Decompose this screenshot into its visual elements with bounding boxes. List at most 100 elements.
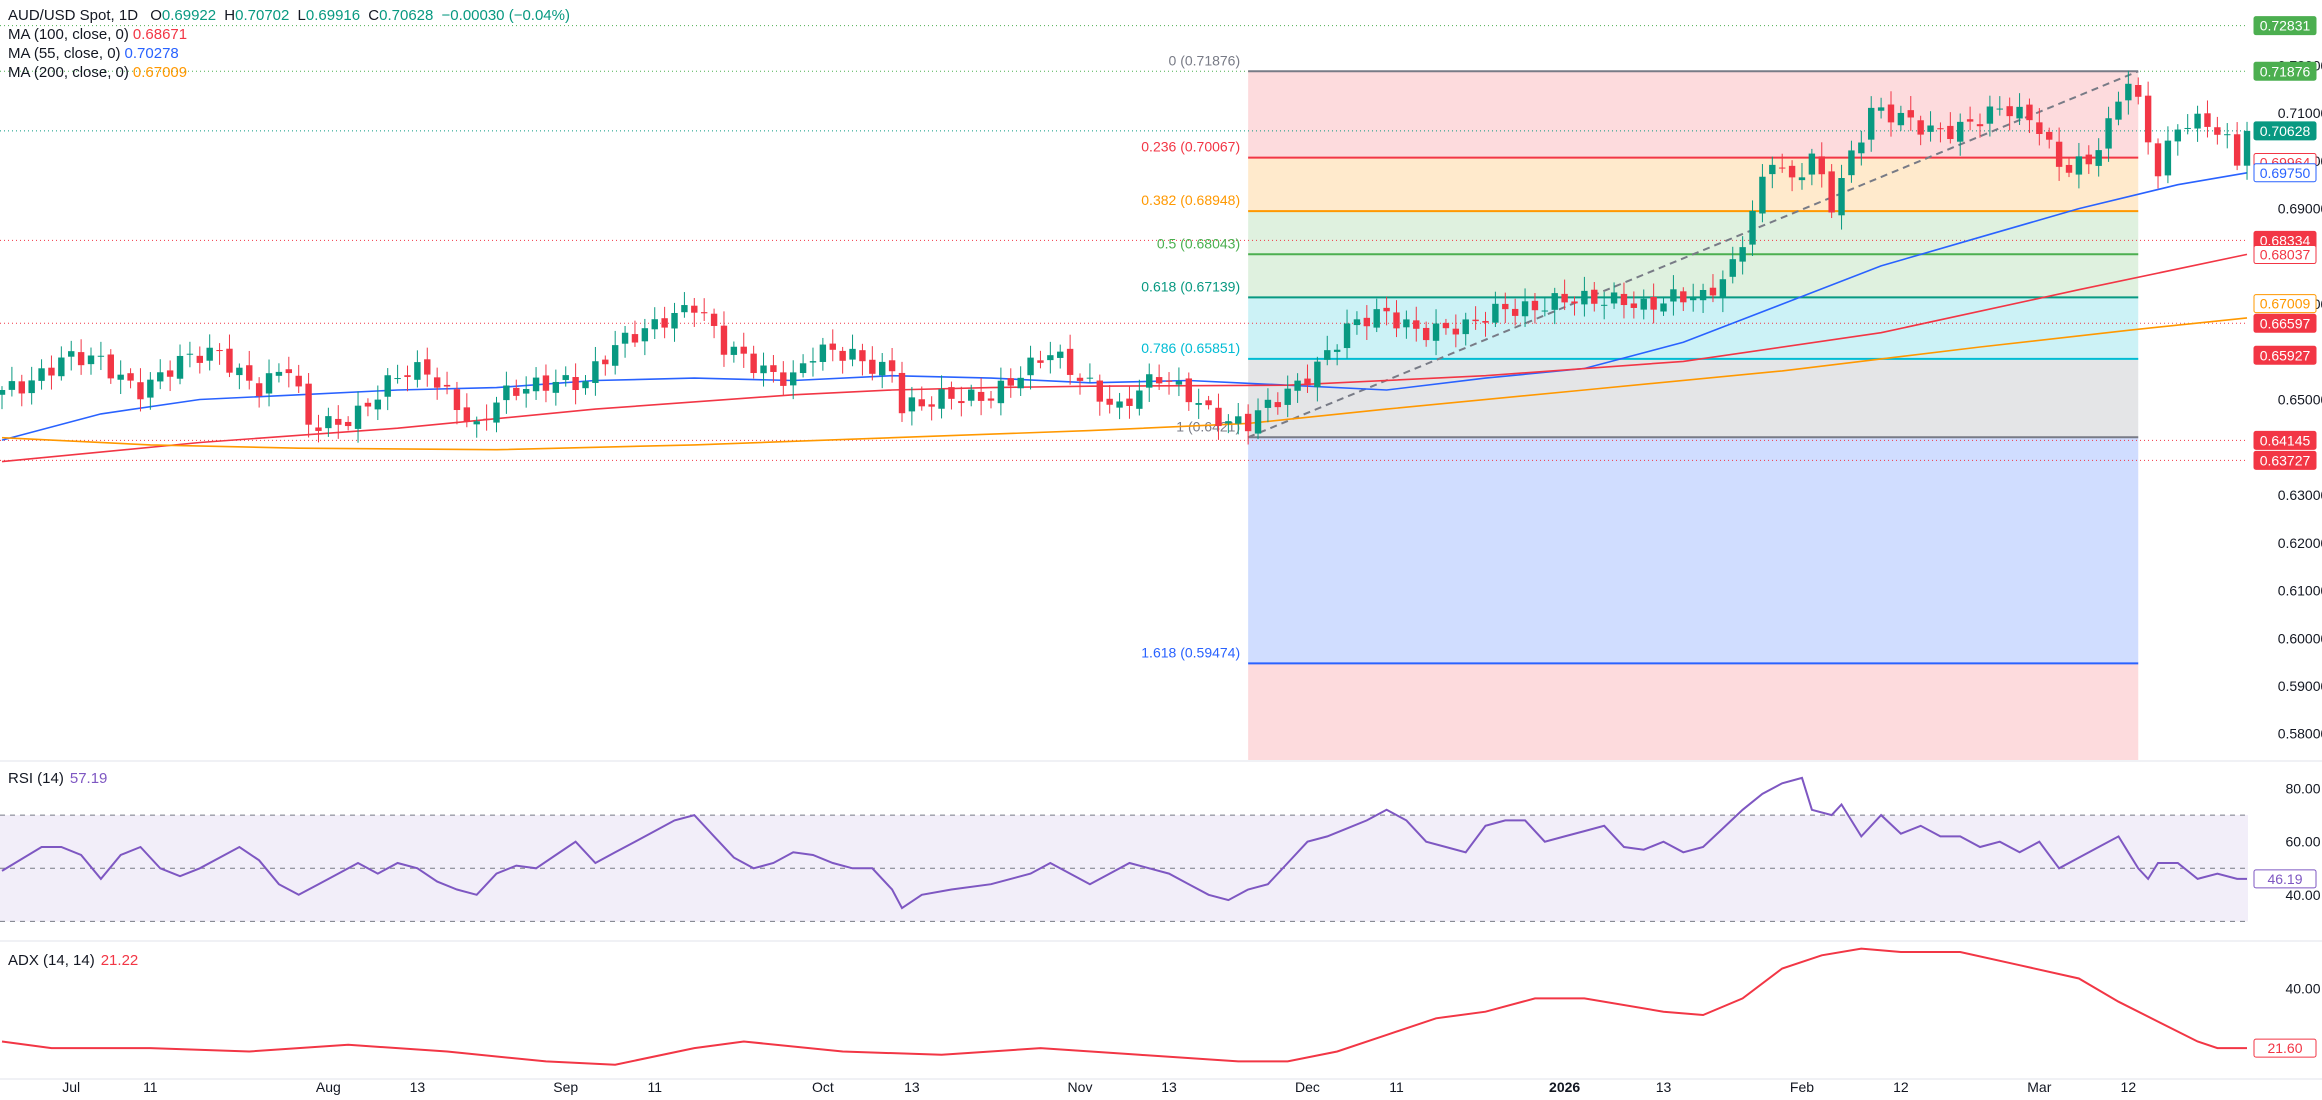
rsi-legend[interactable]: RSI (14) 57.19 <box>8 770 107 787</box>
candle <box>305 383 312 425</box>
time-tick-label: Oct <box>812 1079 834 1095</box>
candle <box>611 345 619 366</box>
candle <box>839 350 846 361</box>
candle <box>1877 107 1885 111</box>
candle <box>602 359 609 365</box>
candle <box>424 359 431 375</box>
candle <box>483 418 490 421</box>
adx-last-tag-label: 21.60 <box>2267 1040 2302 1056</box>
candle <box>2164 140 2172 176</box>
candle <box>2194 113 2201 129</box>
candle <box>958 401 965 404</box>
ma100-legend[interactable]: MA (100, close, 0) 0.68671 <box>8 25 570 44</box>
time-tick-label: Aug <box>316 1079 341 1095</box>
candle <box>1798 177 1806 181</box>
candle <box>38 368 45 381</box>
candle <box>147 379 154 398</box>
price-tag-label: 0.66597 <box>2260 315 2311 331</box>
candle <box>1966 119 1974 122</box>
candle <box>1729 259 1736 277</box>
candle <box>1165 380 1173 382</box>
candle <box>137 382 144 400</box>
candle <box>1442 322 1450 329</box>
candle <box>1066 348 1074 375</box>
candle <box>1610 292 1618 304</box>
candle <box>1353 319 1361 326</box>
candle <box>2233 134 2241 166</box>
candle <box>908 397 916 412</box>
candle <box>1709 287 1717 296</box>
price-tag <box>2253 245 2317 265</box>
candle <box>1482 320 1489 323</box>
ma55-label: MA (55, close, 0) <box>8 45 121 62</box>
candle <box>1650 296 1657 310</box>
time-tick-label: 13 <box>410 1079 426 1095</box>
candle <box>1749 210 1756 245</box>
candle <box>1719 279 1727 298</box>
candle <box>2214 127 2221 135</box>
fib-zone-0 <box>1248 71 2139 158</box>
candle <box>1363 317 1371 327</box>
adx-legend[interactable]: ADX (14, 14) 21.22 <box>8 952 138 969</box>
price-tag-label: 0.69750 <box>2260 165 2311 181</box>
candle <box>186 353 194 355</box>
candle <box>1136 390 1143 409</box>
candle <box>1818 156 1825 175</box>
price-tag <box>2253 61 2317 81</box>
candle <box>1660 303 1667 312</box>
time-tick-label: 13 <box>1161 1079 1177 1095</box>
candle <box>1254 410 1262 434</box>
ma100-value: 0.68671 <box>132 26 188 43</box>
price-tag-label: 0.65927 <box>2260 347 2311 363</box>
candle <box>2174 129 2181 142</box>
candle <box>740 346 747 354</box>
ma55-legend[interactable]: MA (55, close, 0) 0.70278 <box>8 44 570 63</box>
candle <box>1472 319 1479 322</box>
candle <box>1037 360 1044 363</box>
candle <box>325 416 332 429</box>
candle <box>681 305 688 313</box>
ma200-legend[interactable]: MA (200, close, 0) 0.67009 <box>8 63 570 82</box>
candle <box>1640 298 1647 310</box>
candle <box>780 372 787 386</box>
candle <box>1788 165 1796 178</box>
candle <box>0 390 6 395</box>
fib-zone-5 <box>1248 358 2139 438</box>
candle <box>1403 319 1410 328</box>
candle <box>661 318 668 328</box>
candle <box>1996 108 2003 110</box>
fib-level-label-0.236: 0.236 (0.70067) <box>1141 139 1240 155</box>
adx-tick-label: 40.00 <box>2285 980 2320 996</box>
candle <box>621 332 629 344</box>
rsi-last-tag-label: 46.19 <box>2267 871 2302 887</box>
candle <box>275 371 283 376</box>
price-tag-label: 0.67009 <box>2260 296 2311 312</box>
candle <box>473 421 480 425</box>
rsi-last-tag <box>2253 869 2317 889</box>
candle <box>1986 106 1994 124</box>
candle <box>879 361 886 376</box>
time-tick-label: 12 <box>2121 1079 2137 1095</box>
time-tick-label: 13 <box>904 1079 920 1095</box>
candle <box>97 355 105 357</box>
adx-value: 21.22 <box>100 952 139 969</box>
candle <box>1185 378 1192 403</box>
candle <box>1680 291 1687 303</box>
fib-zone-2 <box>1248 211 2139 255</box>
candle <box>1759 176 1766 214</box>
ohlc-low-label: L <box>297 7 306 24</box>
symbol-title[interactable]: AUD/USD Spot, 1D <box>8 7 139 24</box>
candle <box>453 389 461 411</box>
candle <box>918 399 925 407</box>
candle <box>1155 377 1163 384</box>
candle <box>28 380 35 394</box>
candles <box>0 70 2251 445</box>
candle <box>2026 104 2033 121</box>
candle <box>265 373 273 394</box>
candle <box>1947 125 1954 140</box>
